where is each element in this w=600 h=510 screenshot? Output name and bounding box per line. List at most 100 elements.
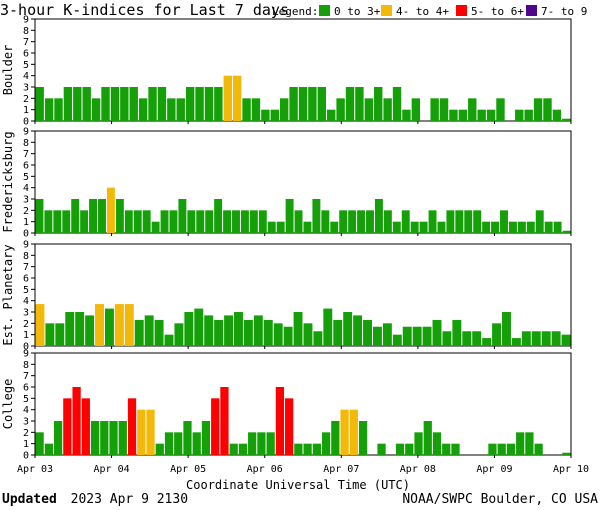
bar: [508, 221, 517, 233]
bar: [176, 98, 185, 121]
bar: [211, 398, 220, 455]
bar: [185, 87, 195, 121]
bar: [486, 109, 496, 121]
bar: [285, 398, 294, 455]
bar: [340, 409, 349, 455]
bar: [214, 199, 223, 233]
bar: [71, 199, 80, 233]
bar: [562, 230, 571, 233]
bar: [382, 323, 392, 346]
bar: [366, 210, 374, 233]
bar: [449, 109, 458, 121]
bar: [353, 315, 363, 346]
bar: [343, 312, 353, 346]
y-tick-label: 8: [23, 26, 29, 37]
bar: [289, 87, 298, 121]
bar: [214, 87, 223, 121]
bar: [80, 210, 89, 233]
bar: [248, 432, 257, 455]
bar: [492, 323, 502, 346]
bar: [229, 443, 238, 455]
bar: [205, 210, 214, 233]
bar: [473, 210, 482, 233]
y-tick-label: 3: [23, 83, 29, 94]
bar: [464, 210, 473, 233]
bar: [419, 221, 428, 233]
bar: [35, 199, 44, 233]
bar: [75, 312, 85, 346]
bar: [267, 221, 276, 233]
bar: [279, 98, 289, 121]
bar: [35, 432, 44, 455]
bar: [402, 109, 411, 121]
y-tick-label: 1: [23, 330, 29, 341]
legend-swatch-3: [526, 5, 537, 16]
legend-entry-label-3: 7- to 9: [541, 5, 587, 18]
bar: [164, 334, 174, 346]
legend-entry-label-2: 5- to 6+: [471, 5, 524, 18]
bar: [82, 87, 91, 121]
bar: [462, 331, 472, 346]
x-tick-label: Apr 06: [247, 464, 283, 475]
bar: [497, 443, 506, 455]
bar: [437, 221, 446, 233]
footer-updated-value: 2023 Apr 9 2130: [71, 492, 188, 507]
bar: [285, 199, 294, 233]
panel-label: Fredericksburg: [1, 131, 15, 232]
bar: [323, 308, 333, 346]
panel-frame: [34, 130, 572, 234]
panel-label: Est. Planetary: [1, 244, 15, 345]
bar: [383, 98, 392, 121]
bar: [374, 199, 383, 233]
bar: [115, 199, 124, 233]
y-tick-label: 2: [23, 94, 29, 105]
bar: [53, 421, 63, 455]
y-tick-label: 1: [23, 217, 29, 228]
bar: [392, 334, 402, 346]
bar: [224, 315, 234, 346]
bar: [232, 210, 240, 233]
bar: [62, 210, 71, 233]
bar: [358, 421, 368, 455]
bar: [184, 312, 194, 346]
y-tick-label: 5: [23, 60, 29, 71]
bar: [561, 334, 571, 346]
bar: [446, 210, 455, 233]
bar: [562, 118, 571, 121]
bar: [531, 331, 541, 346]
bar: [452, 319, 462, 346]
bar: [515, 109, 524, 121]
bar: [516, 432, 525, 455]
bar: [414, 432, 423, 455]
bar: [534, 443, 543, 455]
bar: [194, 308, 204, 346]
bar: [164, 432, 174, 455]
bar: [535, 210, 544, 233]
bar: [240, 210, 249, 233]
bar: [383, 210, 392, 233]
bar: [101, 87, 110, 121]
chart-title: 3-hour K-indices for Last 7 days: [0, 1, 289, 19]
y-tick-label: 7: [23, 37, 29, 48]
y-tick-label: 7: [23, 262, 29, 273]
y-tick-label: 9: [23, 15, 29, 26]
bar: [45, 323, 55, 346]
bar: [482, 338, 492, 346]
bar: [232, 75, 242, 121]
bar: [223, 210, 232, 233]
bar: [154, 319, 164, 346]
bar: [552, 109, 562, 121]
bar: [349, 409, 358, 455]
y-tick-label: 5: [23, 394, 29, 405]
y-tick-label: 2: [23, 206, 29, 217]
legend-label: Legend:: [272, 5, 318, 18]
bar: [455, 210, 464, 233]
bar: [133, 210, 142, 233]
bar: [157, 87, 167, 121]
bar: [472, 331, 482, 346]
bar: [491, 221, 500, 233]
bar: [109, 421, 118, 455]
bar: [196, 210, 205, 233]
y-tick-label: 9: [23, 240, 29, 251]
bar: [53, 210, 62, 233]
